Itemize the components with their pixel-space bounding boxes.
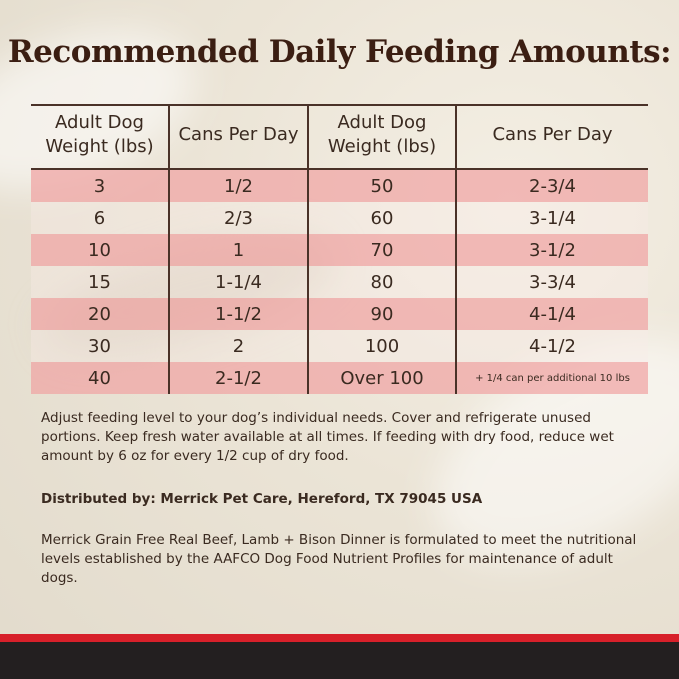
table-cell: 3-3/4	[529, 271, 576, 293]
table-cell: 100	[364, 335, 400, 357]
column-divider	[455, 104, 457, 394]
table-cell: 90	[370, 303, 394, 325]
table-row: 6 2/3 60 3-1/4	[31, 202, 648, 234]
table-cell: 30	[88, 335, 111, 357]
table-row: 40 2-1/2 Over 100 + 1/4 can per addition…	[31, 362, 648, 394]
table-cell: 1	[232, 239, 245, 261]
page-title: Recommended Daily Feeding Amounts:	[7, 34, 672, 70]
column-divider	[168, 104, 170, 394]
table-row: 30 2 100 4-1/2	[31, 330, 648, 362]
table-cell: 2	[232, 335, 245, 357]
table-row: 20 1-1/2 90 4-1/4	[31, 298, 648, 330]
table-cell: 20	[88, 303, 111, 325]
table-cell: 3	[93, 175, 106, 197]
table-cell: 1/2	[224, 175, 253, 197]
column-divider	[307, 104, 309, 394]
table-cell: 15	[88, 271, 111, 293]
table-cell: 50	[370, 175, 394, 197]
table-cell: 2-1/2	[215, 367, 262, 389]
table-cell: 2/3	[224, 207, 253, 229]
header-cans-2: Cans Per Day	[492, 124, 613, 145]
table-cell: 2-3/4	[529, 175, 576, 197]
feeding-instructions: Adjust feeding level to your dog’s indiv…	[41, 410, 614, 464]
table-cell: 3-1/4	[529, 207, 576, 229]
table-border-top	[31, 104, 648, 106]
table-cell: 40	[88, 367, 111, 389]
table-cell: 10	[88, 239, 111, 261]
feeding-table: Adult Dog Weight (lbs) Cans Per Day Adul…	[31, 104, 648, 394]
header-cans-1: Cans Per Day	[178, 124, 299, 145]
table-cell-note: + 1/4 can per additional 10 lbs	[475, 372, 630, 384]
table-cell: 70	[370, 239, 394, 261]
header-weight-1: Adult Dog Weight (lbs)	[45, 112, 154, 157]
table-cell: 6	[93, 207, 106, 229]
table-cell: 60	[370, 207, 394, 229]
table-cell: 3-1/2	[529, 239, 576, 261]
black-footer-band	[0, 642, 679, 679]
red-stripe	[0, 634, 679, 642]
header-divider	[31, 168, 648, 170]
table-cell: 4-1/2	[529, 335, 576, 357]
table-cell: 80	[370, 271, 394, 293]
table-row: 15 1-1/4 80 3-3/4	[31, 266, 648, 298]
distributor-line: Distributed by: Merrick Pet Care, Herefo…	[41, 491, 483, 507]
table-cell: 1-1/4	[215, 271, 262, 293]
table-cell: Over 100	[340, 367, 424, 389]
header-weight-2: Adult Dog Weight (lbs)	[327, 112, 437, 157]
table-cell: 4-1/4	[529, 303, 576, 325]
table-row: 10 1 70 3-1/2	[31, 234, 648, 266]
table-cell: 1-1/2	[215, 303, 262, 325]
table-row: 3 1/2 50 2-3/4	[31, 170, 648, 202]
aafco-statement: Merrick Grain Free Real Beef, Lamb + Bis…	[41, 532, 637, 586]
